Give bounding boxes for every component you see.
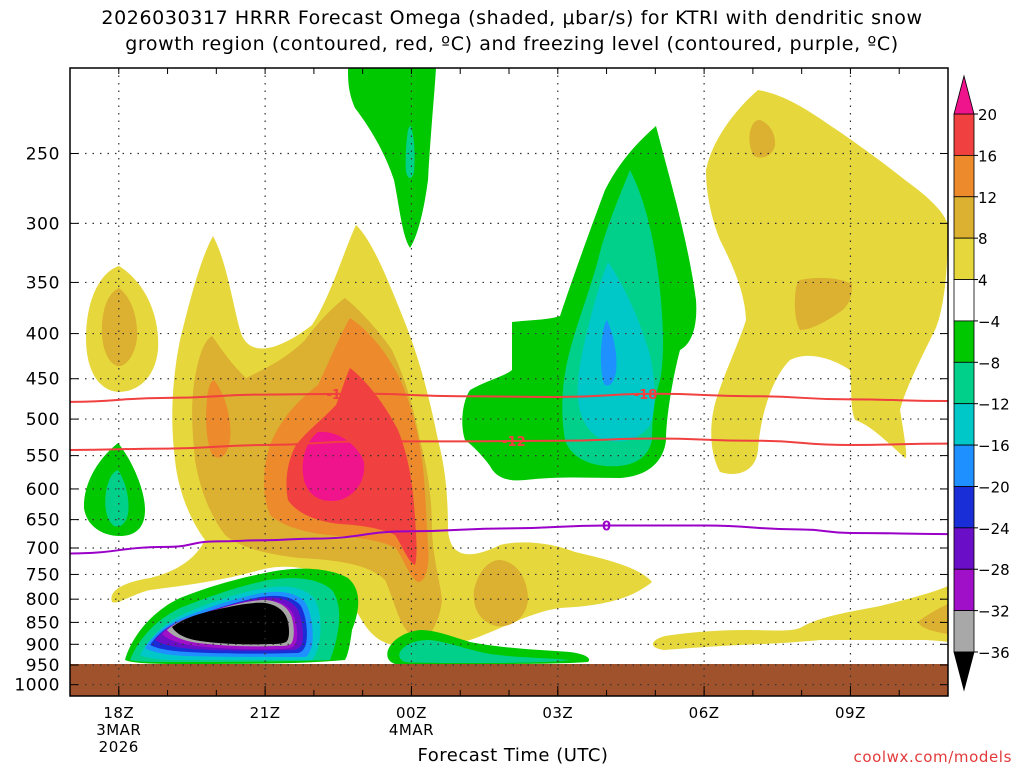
colorbar-segment bbox=[953, 527, 975, 570]
x-tick-label: 09Z bbox=[835, 704, 866, 722]
omega-region-pos-12 bbox=[206, 380, 231, 458]
source-credit: coolwx.com/models bbox=[853, 748, 1012, 766]
omega-region-pos-8 bbox=[749, 120, 776, 158]
colorbar-label: 8 bbox=[978, 230, 988, 248]
omega-region-neg-36 bbox=[172, 602, 290, 645]
y-tick-label: 500 bbox=[26, 410, 60, 430]
colorbar-label: −8 bbox=[978, 354, 1000, 372]
chart-title-line-2: growth region (contoured, red, ºC) and f… bbox=[125, 33, 899, 55]
omega-region-pos-8 bbox=[918, 604, 948, 634]
y-tick-label: 600 bbox=[26, 480, 60, 500]
colorbar-segment bbox=[953, 568, 975, 612]
x-tick-label: 00Z bbox=[396, 704, 427, 722]
contour-label: -18 bbox=[327, 388, 351, 403]
colorbar: 20 16 12 8 4 −4 −8 −12 −16 −20 −24 −28 −32 −36 bbox=[953, 74, 1010, 692]
y-tick-label: 550 bbox=[26, 447, 60, 467]
colorbar-label: 12 bbox=[978, 189, 997, 207]
omega-region-pos-8 bbox=[473, 560, 528, 627]
colorbar-label: −12 bbox=[978, 396, 1010, 414]
x-tick-label: 4MAR bbox=[389, 721, 434, 739]
y-tick-label: 950 bbox=[26, 656, 60, 676]
omega-shading bbox=[83, 68, 948, 664]
y-tick-label: 450 bbox=[26, 370, 60, 390]
x-axis-title: Forecast Time (UTC) bbox=[417, 745, 609, 766]
colorbar-segment bbox=[953, 403, 975, 446]
colorbar-label: −16 bbox=[978, 437, 1010, 455]
contour-label: -18 bbox=[634, 388, 658, 403]
omega-region-neg-8 bbox=[405, 126, 415, 178]
colorbar-segment bbox=[953, 237, 975, 280]
omega-region-neg-8 bbox=[105, 470, 129, 527]
x-tick-label: 06Z bbox=[689, 704, 720, 722]
colorbar-segment bbox=[953, 486, 975, 529]
y-tick-label: 800 bbox=[26, 590, 60, 610]
omega-region-neg-8 bbox=[399, 640, 570, 663]
y-tick-label: 250 bbox=[26, 144, 60, 164]
colorbar-label: 16 bbox=[978, 147, 997, 165]
omega-region-pos-20 bbox=[302, 431, 365, 502]
colorbar-segment bbox=[953, 279, 975, 322]
colorbar-label: −36 bbox=[978, 644, 1010, 662]
omega-region-neg-4 bbox=[348, 68, 436, 248]
y-tick-label: 300 bbox=[26, 214, 60, 234]
omega-region-neg-16 bbox=[600, 320, 617, 386]
y-tick-label: 650 bbox=[26, 511, 60, 531]
contour-label: 0 bbox=[602, 519, 611, 534]
chart-title-line-1: 2026030317 HRRR Forecast Omega (shaded, … bbox=[101, 7, 923, 29]
y-tick-label: 750 bbox=[26, 565, 60, 585]
colorbar-label: −4 bbox=[978, 313, 1000, 331]
contour-line bbox=[69, 524, 949, 555]
x-tick-label: 18Z bbox=[103, 704, 134, 722]
x-tick-label: 03Z bbox=[542, 704, 573, 722]
colorbar-segment bbox=[953, 610, 975, 653]
omega-region-pos-4 bbox=[652, 586, 948, 650]
colorbar-segment bbox=[953, 444, 975, 487]
y-tick-label: 850 bbox=[26, 613, 60, 633]
omega-region-pos-8 bbox=[101, 288, 138, 367]
colorbar-label: −20 bbox=[978, 478, 1010, 496]
colorbar-min-triangle bbox=[953, 651, 975, 692]
y-tick-label: 400 bbox=[26, 325, 60, 345]
colorbar-label: 20 bbox=[978, 106, 997, 124]
y-axis: 2503003504004505005506006507007508008509… bbox=[14, 144, 948, 696]
omega-region-pos-8 bbox=[794, 277, 852, 330]
colorbar-segment bbox=[953, 113, 975, 156]
x-tick-label: 21Z bbox=[250, 704, 281, 722]
colorbar-label: −24 bbox=[978, 520, 1010, 538]
x-tick-label: 3MAR bbox=[96, 721, 141, 739]
contour-line bbox=[69, 437, 949, 451]
y-tick-label: 1000 bbox=[14, 676, 60, 696]
colorbar-max-triangle bbox=[953, 74, 975, 115]
colorbar-label: −32 bbox=[978, 603, 1010, 621]
colorbar-segment bbox=[953, 361, 975, 405]
x-tick-label: 2026 bbox=[99, 738, 139, 756]
y-tick-label: 900 bbox=[26, 635, 60, 655]
colorbar-segment bbox=[953, 196, 975, 239]
colorbar-segment bbox=[953, 320, 975, 363]
colorbar-label: −28 bbox=[978, 561, 1010, 579]
colorbar-label: 4 bbox=[978, 272, 988, 290]
contour-line bbox=[69, 392, 949, 403]
temperature-contours: -18 -18 -12 0 bbox=[69, 388, 949, 555]
contour-label: -12 bbox=[502, 435, 526, 450]
colorbar-segment bbox=[953, 154, 975, 198]
y-tick-label: 700 bbox=[26, 539, 60, 559]
y-tick-label: 350 bbox=[26, 273, 60, 293]
